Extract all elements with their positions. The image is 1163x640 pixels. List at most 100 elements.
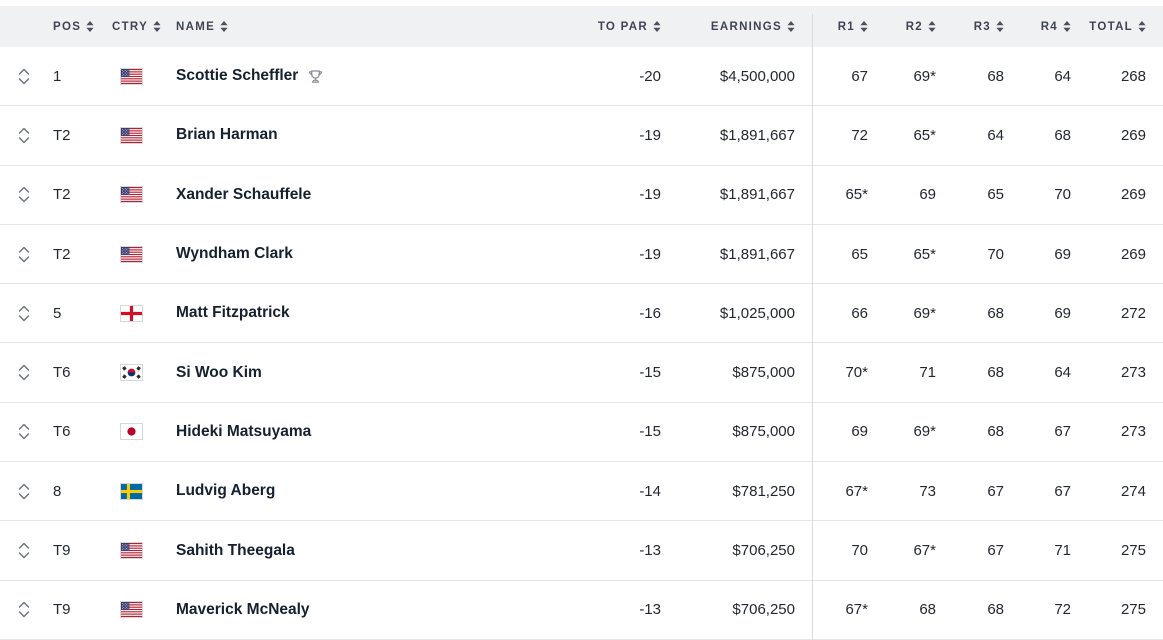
table-row[interactable]: T9 Maverick McNealy -13 $706,250 67* 68 … <box>0 580 1163 640</box>
up-down-chevron-icon[interactable] <box>15 303 33 324</box>
r2-cell: 69 <box>919 186 936 204</box>
to-par-cell: -19 <box>639 186 661 204</box>
player-name[interactable]: Si Woo Kim <box>160 364 460 382</box>
total-cell: 269 <box>1120 186 1146 204</box>
up-down-chevron-icon[interactable] <box>15 244 33 265</box>
table-row[interactable]: T9 Sahith Theegala -13 $706,250 70 67* 6… <box>0 521 1163 581</box>
position-cell: T6 <box>53 364 71 382</box>
up-down-chevron-icon[interactable] <box>15 421 33 442</box>
leaderboard-table: POS CTRY NAME TO PAR EARNINGS R1 R2 R3 <box>0 6 1163 640</box>
player-name[interactable]: Hideki Matsuyama <box>160 423 460 441</box>
sort-arrows-icon[interactable] <box>787 21 795 32</box>
sort-arrows-icon[interactable] <box>220 21 228 32</box>
country-cell <box>105 126 160 144</box>
table-row[interactable]: 8 Ludvig Aberg -14 $781,250 67* 73 67 67… <box>0 462 1163 522</box>
column-header-r3[interactable]: R3 <box>936 21 1004 33</box>
column-header-r2[interactable]: R2 <box>868 21 936 33</box>
column-header-r4[interactable]: R4 <box>1004 21 1071 33</box>
player-name[interactable]: Matt Fitzpatrick <box>160 304 460 322</box>
up-down-chevron-icon[interactable] <box>15 481 33 502</box>
sort-arrows-icon[interactable] <box>1063 21 1071 32</box>
flag-usa-icon <box>120 186 143 204</box>
to-par-cell: -19 <box>639 245 661 263</box>
player-name[interactable]: Scottie Scheffler <box>160 67 460 85</box>
r3-cell: 65 <box>987 186 1004 204</box>
r1-cell: 65* <box>845 186 868 204</box>
player-name[interactable]: Maverick McNealy <box>160 601 460 619</box>
r2-cell: 69* <box>913 67 936 85</box>
table-row[interactable]: T2 Brian Harman -19 $1,891,667 72 65* 64… <box>0 106 1163 166</box>
r2-cell: 71 <box>919 364 936 382</box>
r1-cell: 70* <box>845 364 868 382</box>
player-name[interactable]: Xander Schauffele <box>160 186 460 204</box>
r4-cell: 64 <box>1054 67 1071 85</box>
position-cell: T2 <box>53 245 71 263</box>
r1-cell: 67* <box>845 482 868 500</box>
up-down-chevron-icon[interactable] <box>15 66 33 87</box>
country-cell <box>105 245 160 263</box>
column-header-r1[interactable]: R1 <box>813 21 868 33</box>
r3-cell: 68 <box>987 423 1004 441</box>
r4-cell: 72 <box>1054 601 1071 619</box>
column-header-total[interactable]: TOTAL <box>1071 21 1163 33</box>
to-par-cell: -13 <box>639 542 661 560</box>
table-row[interactable]: 5 Matt Fitzpatrick -16 $1,025,000 66 69*… <box>0 284 1163 344</box>
table-row[interactable]: T6 Hideki Matsuyama -15 $875,000 69 69* … <box>0 402 1163 463</box>
table-row[interactable]: T2 Wyndham Clark -19 $1,891,667 65 65* 7… <box>0 224 1163 285</box>
r2-cell: 73 <box>919 482 936 500</box>
r4-cell: 67 <box>1054 423 1071 441</box>
flag-usa-icon <box>120 542 143 560</box>
flag-jpn-icon <box>120 423 143 441</box>
column-header-earnings[interactable]: EARNINGS <box>661 21 813 33</box>
position-cell: T2 <box>53 186 71 204</box>
player-name[interactable]: Sahith Theegala <box>160 542 460 560</box>
player-name-label: Sahith Theegala <box>176 541 295 559</box>
to-par-cell: -15 <box>639 364 661 382</box>
country-cell <box>105 304 160 322</box>
table-row[interactable]: T6 Si Woo Kim -15 $875,000 70* 71 68 64 … <box>0 343 1163 403</box>
expand-cell <box>0 66 48 87</box>
leaderboard-body: 1 Scottie Scheffler -20 $4,500,000 67 69… <box>0 47 1163 640</box>
sort-arrows-icon[interactable] <box>928 21 936 32</box>
r1-cell: 72 <box>851 126 868 144</box>
up-down-chevron-icon[interactable] <box>15 362 33 383</box>
r3-cell: 70 <box>987 245 1004 263</box>
player-name-label: Ludvig Aberg <box>176 482 276 500</box>
sort-arrows-icon[interactable] <box>153 21 161 32</box>
player-name[interactable]: Wyndham Clark <box>160 245 460 263</box>
player-name[interactable]: Brian Harman <box>160 126 460 144</box>
flag-usa-icon <box>120 601 143 619</box>
player-name-label: Scottie Scheffler <box>176 67 299 85</box>
column-label: R4 <box>1040 20 1058 33</box>
column-label: CTRY <box>112 20 149 33</box>
position-cell: T9 <box>53 601 71 619</box>
column-header-pos[interactable]: POS <box>48 21 105 33</box>
up-down-chevron-icon[interactable] <box>15 599 33 620</box>
up-down-chevron-icon[interactable] <box>15 125 33 146</box>
column-header-to-par[interactable]: TO PAR <box>460 21 661 33</box>
player-name[interactable]: Ludvig Aberg <box>160 482 460 500</box>
country-cell <box>105 601 160 619</box>
column-header-name[interactable]: NAME <box>160 21 460 33</box>
up-down-chevron-icon[interactable] <box>15 540 33 561</box>
total-cell: 274 <box>1120 482 1146 500</box>
sort-arrows-icon[interactable] <box>860 21 868 32</box>
table-row[interactable]: 1 Scottie Scheffler -20 $4,500,000 67 69… <box>0 47 1163 107</box>
flag-usa-icon <box>120 126 143 144</box>
r2-cell: 65* <box>913 126 936 144</box>
column-label: TO PAR <box>597 20 648 33</box>
flag-usa-icon <box>120 67 143 85</box>
r2-cell: 65* <box>913 245 936 263</box>
sort-arrows-icon[interactable] <box>996 21 1004 32</box>
column-header-ctry[interactable]: CTRY <box>105 20 161 33</box>
sort-arrows-icon[interactable] <box>86 21 94 32</box>
sort-arrows-icon[interactable] <box>1138 21 1146 32</box>
up-down-chevron-icon[interactable] <box>15 184 33 205</box>
flag-eng-icon <box>120 304 143 322</box>
expand-cell <box>0 244 48 265</box>
r4-cell: 70 <box>1054 186 1071 204</box>
table-row[interactable]: T2 Xander Schauffele -19 $1,891,667 65* … <box>0 165 1163 225</box>
earnings-cell: $706,250 <box>732 542 795 560</box>
r2-cell: 68 <box>919 601 936 619</box>
sort-arrows-icon[interactable] <box>653 21 661 32</box>
